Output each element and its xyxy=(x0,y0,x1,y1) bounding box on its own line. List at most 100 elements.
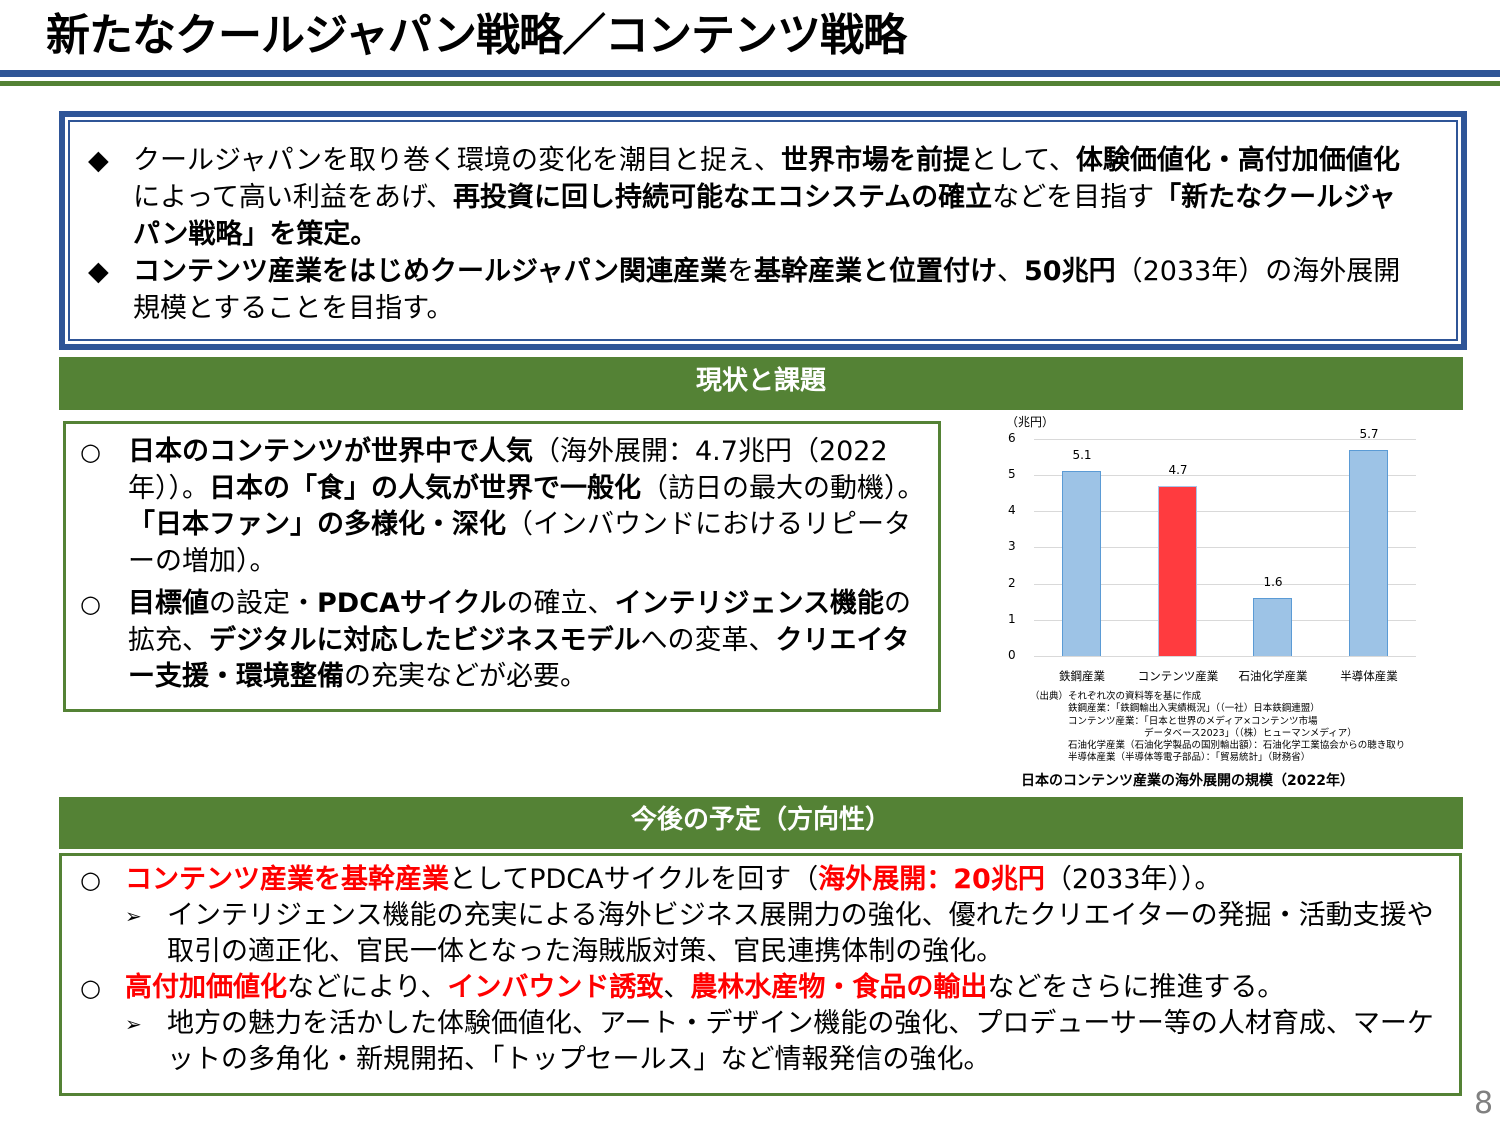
emphasis-text: インテリジェンス機能 xyxy=(614,588,885,619)
future-plan-box: ○ コンテンツ産業を基幹産業としてPDCAサイクルを回す（海外展開：20兆円（20… xyxy=(59,853,1462,1096)
body-text: 、 xyxy=(997,256,1024,287)
chart-gridline xyxy=(1034,619,1416,621)
circle-bullet-icon: ○ xyxy=(80,590,101,618)
circle-bullet-icon: ○ xyxy=(80,974,101,1002)
current-issues-box: ○ 日本のコンテンツが世界中で人気（海外展開：4.7兆円（2022年））。日本の「… xyxy=(63,421,941,712)
chart-gridline xyxy=(1034,656,1416,657)
section-header-plan: 今後の予定（方向性） xyxy=(59,797,1463,849)
x-category-label: 鉄鋼産業 xyxy=(1059,669,1105,683)
emphasis-text: 「日本ファン」の多様化・深化 xyxy=(128,509,506,540)
body-text: への変革、 xyxy=(640,624,776,656)
body-text: などにより、 xyxy=(287,972,448,1003)
y-tick-label: 2 xyxy=(1008,575,1016,590)
source-line: コンテンツ産業：「日本と世界のメディア×コンテンツ市場 xyxy=(1030,715,1318,727)
source-line: （出典）それぞれ次の資料等を基に作成 xyxy=(1030,691,1202,702)
section-header-current: 現状と課題 xyxy=(59,357,1463,410)
emphasis-text: 50兆円 xyxy=(1024,256,1116,287)
circle-bullet-icon: ○ xyxy=(80,866,101,894)
arrowhead-bullet-icon: ➢ xyxy=(125,904,142,928)
plan-subitem: ➢ インテリジェンス機能の充実による海外ビジネス展開力の強化、優れたクリエイターの… xyxy=(80,898,1449,970)
bar-value-label: 1.6 xyxy=(1263,575,1283,590)
body-text: などを目指す xyxy=(992,182,1155,213)
body-text: （2033年）の海外展開規模とすることを目指す。 xyxy=(133,256,1401,324)
title-underline-blue xyxy=(0,70,1500,77)
body-text: などをさらに推進する。 xyxy=(987,972,1285,1003)
highlight-text: 高付加価値化 xyxy=(125,972,287,1003)
circle-bullet-icon: ○ xyxy=(80,438,101,466)
y-tick-label: 1 xyxy=(1008,611,1016,626)
emphasis-text: PDCAサイクル xyxy=(317,588,507,619)
chart-gridline xyxy=(1034,547,1416,549)
issue-item: ○ 目標値の設定・PDCAサイクルの確立、インテリジェンス機能の拡充、デジタルに対… xyxy=(80,586,928,696)
y-tick-label: 5 xyxy=(1008,467,1016,481)
highlight-text: 海外展開：20兆円 xyxy=(818,864,1045,895)
emphasis-text: 日本の「食」の人気が世界で一般化 xyxy=(209,472,641,504)
plan-subitem-text: インテリジェンス機能の充実による海外ビジネス展開力の強化、優れたクリエイターの発… xyxy=(167,900,1434,967)
highlight-text: コンテンツ産業を基幹産業 xyxy=(125,864,449,895)
diamond-bullet-icon: ◆ xyxy=(88,256,109,287)
emphasis-text: 目標値 xyxy=(128,588,209,619)
body-text: としてPDCAサイクルを回す（ xyxy=(449,864,819,895)
y-tick-label: 6 xyxy=(1008,430,1016,445)
chart-bar xyxy=(1062,471,1101,656)
chart-gridline xyxy=(1034,475,1416,476)
body-text: を xyxy=(727,256,754,287)
chart-y-unit: （兆円） xyxy=(1006,415,1055,429)
body-text: の拡充、 xyxy=(128,588,912,656)
title-underline-green xyxy=(0,81,1500,86)
x-category-label: コンテンツ産業 xyxy=(1137,669,1219,683)
summary-bullet: ◆ クールジャパンを取り巻く環境の変化を潮目と捉え、世界市場を前提として、体験価値… xyxy=(88,142,1416,253)
plan-item: ○ 高付加価値化などにより、インバウンド誘致、農林水産物・食品の輸出などをさらに推… xyxy=(80,970,1449,1006)
arrowhead-bullet-icon: ➢ xyxy=(125,1012,142,1036)
body-text: クールジャパンを取り巻く環境の変化を潮目と捉え、 xyxy=(133,145,781,176)
body-text: として、 xyxy=(970,145,1076,176)
body-text: によって高い利益をあげ、 xyxy=(133,182,453,213)
y-tick-label: 0 xyxy=(1008,648,1016,662)
chart-source-note: （出典）それぞれ次の資料等を基に作成 鉄鋼産業：「鉄鋼輸出入実績概況」（（一社）… xyxy=(1030,691,1405,765)
body-text: （海外展開：4.7兆円（2022年））。 xyxy=(128,436,888,504)
emphasis-text: 「新たなクールジャパン戦略」を策定。 xyxy=(133,182,1396,250)
summary-box: ◆ クールジャパンを取り巻く環境の変化を潮目と捉え、世界市場を前提として、体験価値… xyxy=(59,111,1467,350)
emphasis-text: 基幹産業と位置付け xyxy=(754,256,997,287)
bar-value-label: 5.1 xyxy=(1072,448,1092,463)
body-text: の充実などが必要。 xyxy=(344,661,587,692)
plan-text: 高付加価値化などにより、インバウンド誘致、農林水産物・食品の輸出などをさらに推進… xyxy=(125,970,1449,1006)
bar-value-label: 5.7 xyxy=(1359,426,1379,441)
body-text: の確立、 xyxy=(506,588,615,619)
body-text: 、 xyxy=(663,972,691,1003)
source-line: 石油化学産業（石油化学製品の国別輸出額）：石油化学工業協会からの聴き取り xyxy=(1030,740,1406,752)
highlight-text: インバウンド誘致 xyxy=(447,972,664,1003)
emphasis-text: デジタルに対応したビジネスモデル xyxy=(209,624,641,656)
page-title: 新たなクールジャパン戦略／コンテンツ戦略 xyxy=(46,10,907,61)
source-line: 鉄鋼産業：「鉄鋼輸出入実績概況」（（一社）日本鉄鋼連盟） xyxy=(1030,703,1320,715)
diamond-bullet-icon: ◆ xyxy=(88,145,109,176)
body-text: （訪日の最大の動機）。 xyxy=(641,472,925,504)
emphasis-text: コンテンツ産業をはじめクールジャパン関連産業 xyxy=(133,256,727,287)
overseas-expansion-bar-chart: （兆円） 0 1 2 3 4 5 6 5.1 鉄鋼産業 4.7 コンテンツ産業 1.6 石油化学産業 5.… xyxy=(990,410,1460,700)
issue-item: ○ 日本のコンテンツが世界中で人気（海外展開：4.7兆円（2022年））。日本の「… xyxy=(80,434,928,580)
summary-bullet-text: コンテンツ産業をはじめクールジャパン関連産業を基幹産業と位置付け、50兆円（20… xyxy=(133,253,1416,327)
body-text: （2033年））。 xyxy=(1044,864,1222,895)
plan-text: コンテンツ産業を基幹産業としてPDCAサイクルを回す（海外展開：20兆円（203… xyxy=(125,862,1449,898)
summary-inner: ◆ クールジャパンを取り巻く環境の変化を潮目と捉え、世界市場を前提として、体験価値… xyxy=(68,120,1458,341)
emphasis-text: 世界市場を前提 xyxy=(781,145,970,176)
chart-gridline xyxy=(1034,438,1416,440)
y-tick-label: 3 xyxy=(1008,539,1016,554)
chart-bar xyxy=(1349,449,1388,656)
emphasis-text: 日本のコンテンツが世界中で人気 xyxy=(128,436,533,467)
bar-value-label: 4.7 xyxy=(1168,462,1188,477)
chart-bar xyxy=(1253,598,1292,656)
summary-bullet-text: クールジャパンを取り巻く環境の変化を潮目と捉え、世界市場を前提として、体験価値化… xyxy=(133,142,1416,253)
body-text: （インバウンドにおけるリピーターの増加）。 xyxy=(128,509,911,577)
x-category-label: 石油化学産業 xyxy=(1238,669,1308,683)
chart-gridline xyxy=(1034,511,1416,513)
highlight-text: 農林水産物・食品の輸出 xyxy=(690,972,988,1003)
x-category-label: 半導体産業 xyxy=(1340,669,1398,683)
body-text: の設定・ xyxy=(209,588,317,619)
page-number: 8 xyxy=(1474,1086,1494,1121)
plan-subitem: ➢ 地方の魅力を活かした体験価値化、アート・デザイン機能の強化、プロデューサー等の… xyxy=(80,1006,1449,1078)
emphasis-text: クリエイター支援・環境整備 xyxy=(128,624,910,693)
source-line: データベース2023」（（株）ヒューマンメディア） xyxy=(1030,727,1357,739)
chart-bar xyxy=(1158,485,1197,656)
issue-text: 日本のコンテンツが世界中で人気（海外展開：4.7兆円（2022年））。日本の「食… xyxy=(128,434,928,580)
